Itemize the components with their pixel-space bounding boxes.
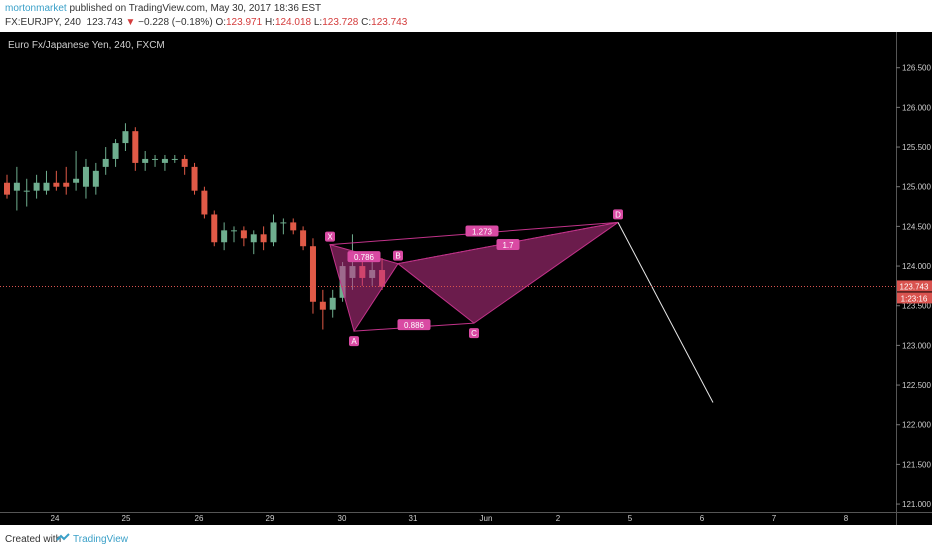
symbol-line: FX:EURJPY, 240 123.743 ▼ −0.228 (−0.18%)… [5, 17, 407, 28]
published-text: published on TradingView.com, May 30, 20… [69, 3, 322, 14]
down-arrow-icon: ▼ [125, 17, 136, 28]
created-with-text: Created with [5, 534, 62, 545]
author-link[interactable]: mortonmarket [5, 3, 67, 14]
change-text: −0.228 (−0.18%) [138, 17, 213, 28]
tradingview-logo-icon [56, 533, 70, 541]
time-axis[interactable] [0, 512, 896, 526]
publication-line: mortonmarket published on TradingView.co… [5, 3, 321, 14]
chart-plot-area[interactable]: Euro Fx/Japanese Yen, 240, FXCM [0, 32, 896, 512]
low-value: 123.728 [322, 17, 359, 28]
open-value: 123.971 [226, 17, 263, 28]
high-value: 124.018 [274, 17, 312, 28]
symbol-label: FX:EURJPY, 240 [5, 17, 81, 28]
footer: Created with TradingView [0, 525, 932, 550]
axis-corner [896, 512, 932, 526]
chart-header: mortonmarket published on TradingView.co… [0, 0, 932, 32]
tradingview-brand-link[interactable]: TradingView [73, 534, 129, 545]
price-axis[interactable] [896, 32, 932, 512]
chart-title: Euro Fx/Japanese Yen, 240, FXCM [8, 40, 165, 51]
close-label: C: [361, 17, 372, 28]
last-price-text: 123.743 [86, 17, 123, 28]
low-label: L: [313, 17, 323, 28]
high-label: H: [264, 17, 275, 28]
open-label: O: [215, 17, 226, 28]
close-value: 123.743 [371, 17, 408, 28]
